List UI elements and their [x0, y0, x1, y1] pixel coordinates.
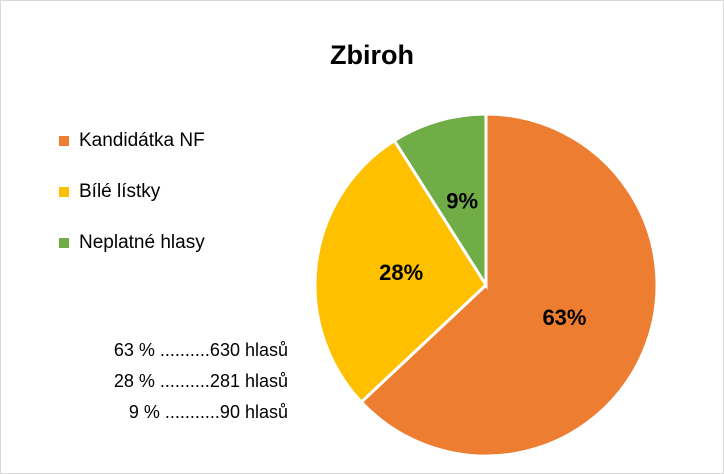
data-label: 9%	[446, 189, 478, 214]
chart-title: Zbiroh	[330, 40, 414, 70]
annotation: 28 % ..........281 hlasů	[114, 371, 288, 391]
pie-slice	[392, 112, 488, 291]
pie-slice	[359, 112, 659, 458]
pie-slice	[313, 138, 488, 405]
legend-swatch	[59, 136, 69, 146]
legend-label: Neplatné hlasy	[79, 232, 205, 253]
legend-swatch	[59, 238, 69, 248]
data-label: 28%	[379, 260, 423, 285]
annotation: 9 % ...........90 hlasů	[129, 402, 288, 422]
annotation: 63 % ..........630 hlasů	[114, 340, 288, 360]
legend-label: Bílé lístky	[79, 181, 161, 202]
legend-swatch	[59, 187, 69, 197]
legend-label: Kandidátka NF	[79, 130, 205, 151]
data-label: 63%	[542, 305, 586, 330]
